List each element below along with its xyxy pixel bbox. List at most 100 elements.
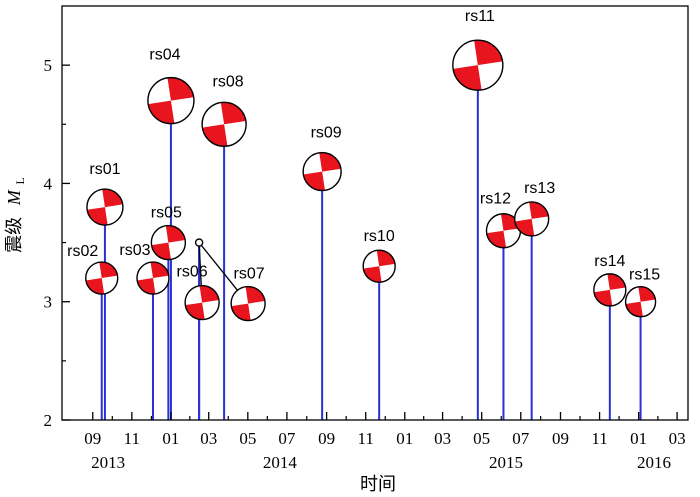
beachball-quadrant <box>245 286 265 304</box>
y-tick-label: 4 <box>44 174 53 193</box>
beachball-quadrant <box>303 171 325 191</box>
y-tick-label: 2 <box>44 411 53 430</box>
beachball-quadrant <box>500 213 521 231</box>
beachball-rs05 <box>150 224 187 261</box>
beachball-rs15 <box>624 286 657 318</box>
beachball-quadrant <box>87 207 108 226</box>
beachball-quadrant <box>486 230 507 248</box>
beachball-quadrant <box>594 289 613 306</box>
beachball-quadrant <box>607 273 626 290</box>
y-axis-title-subscript: L <box>13 177 27 184</box>
event-label-rs01: rs01 <box>89 161 120 178</box>
beachball-quadrant <box>167 77 194 101</box>
beachball-quadrant <box>529 201 549 219</box>
beachball-rs06 <box>184 284 220 321</box>
beachball-outline <box>513 201 550 237</box>
beachball-quadrant <box>202 124 228 147</box>
beachball-quadrant <box>319 152 341 172</box>
x-tick-label: 05 <box>473 429 490 448</box>
beachball-outline <box>302 151 342 192</box>
beachball-rs03 <box>136 261 170 295</box>
event-label-rs07: rs07 <box>234 266 265 283</box>
anchor-point <box>194 238 204 247</box>
beachball-quadrant <box>137 278 156 295</box>
event-label-rs10: rs10 <box>364 228 395 245</box>
beachball-rs01 <box>86 188 124 226</box>
x-tick-label: 07 <box>278 429 296 448</box>
y-tick-label: 5 <box>44 56 53 75</box>
y-axis-title: 震级 M L <box>4 177 27 253</box>
event-label-rs08: rs08 <box>213 73 244 90</box>
x-tick-label: 11 <box>124 429 140 448</box>
x-tick-label: 05 <box>239 429 256 448</box>
x-year-label: 2014 <box>263 453 298 472</box>
beachball-outline <box>624 286 657 318</box>
x-tick-label: 11 <box>591 429 607 448</box>
beachball-rs10 <box>362 249 396 283</box>
beachball-quadrant <box>102 189 123 208</box>
beachball-quadrant <box>199 285 219 303</box>
event-label-rs05: rs05 <box>151 205 182 222</box>
beachball-outline <box>362 249 396 283</box>
beachball-outline <box>86 188 124 226</box>
beachball-quadrant <box>151 242 171 260</box>
event-label-rs11: rs11 <box>465 8 495 25</box>
event-label-rs14: rs14 <box>594 253 625 270</box>
x-tick-label: 01 <box>630 429 647 448</box>
x-tick-label: 01 <box>396 429 413 448</box>
x-tick-label: 09 <box>318 429 335 448</box>
x-tick-label: 03 <box>434 429 451 448</box>
beachball-outline <box>147 76 195 125</box>
event-labels-layer: rs01 rs02 rs03 rs04 rs05 rs06 rs07 rs08 rs09 rs10… <box>67 8 660 284</box>
beachball-rs09 <box>302 151 342 192</box>
y-axis-title-symbol: M <box>4 189 24 206</box>
beachball-outline <box>593 273 627 307</box>
y-axis-ticks: 2 3 4 5 <box>44 56 70 430</box>
beachball-outline <box>85 261 119 295</box>
x-tick-label: 03 <box>669 429 686 448</box>
beachball-quadrant <box>85 278 105 295</box>
event-label-rs04: rs04 <box>149 47 180 64</box>
event-label-rs06: rs06 <box>177 264 208 281</box>
beachball-quadrant <box>638 286 656 302</box>
beachball-quadrant <box>150 262 169 279</box>
beachball-rs08 <box>201 101 247 147</box>
stems-layer <box>100 65 642 420</box>
beachball-outline <box>136 261 170 295</box>
beachball-quadrant <box>220 102 246 125</box>
event-label-rs02: rs02 <box>67 243 98 260</box>
event-label-rs15: rs15 <box>629 267 660 284</box>
beachball-outline <box>201 101 247 147</box>
plot-frame <box>61 5 689 421</box>
beachball-rs13 <box>513 201 550 237</box>
beachball-quadrant <box>99 262 118 279</box>
x-tick-label: 09 <box>552 429 569 448</box>
x-year-label: 2013 <box>91 453 125 472</box>
beachball-quadrant <box>185 302 205 320</box>
beachball-outline <box>150 224 187 261</box>
beachball-outline <box>230 285 266 322</box>
beachball-quadrant <box>148 100 175 124</box>
event-label-rs13: rs13 <box>524 180 555 197</box>
beachball-rs04 <box>147 76 195 125</box>
beachball-rs11 <box>452 39 504 91</box>
event-label-rs12: rs12 <box>480 191 511 208</box>
beachball-rs14 <box>593 273 627 307</box>
beachball-quadrant <box>376 250 395 267</box>
event-label-rs09: rs09 <box>311 125 342 142</box>
beachball-quadrant <box>514 218 535 236</box>
beachball-quadrant <box>453 65 482 91</box>
beachball-quadrant <box>231 303 251 321</box>
x-tick-label: 09 <box>84 429 101 448</box>
x-tick-label: 01 <box>162 429 179 448</box>
x-year-label: 2015 <box>489 453 523 472</box>
beachball-rs02 <box>85 261 119 295</box>
x-tick-label: 07 <box>512 429 530 448</box>
beachball-quadrant <box>474 40 503 66</box>
y-tick-label: 3 <box>44 293 53 312</box>
axes-frame <box>61 5 689 421</box>
x-axis-title: 时间 <box>360 474 396 495</box>
y-axis-title-prefix: 震级 <box>4 217 25 253</box>
beachball-quadrant <box>165 225 186 243</box>
